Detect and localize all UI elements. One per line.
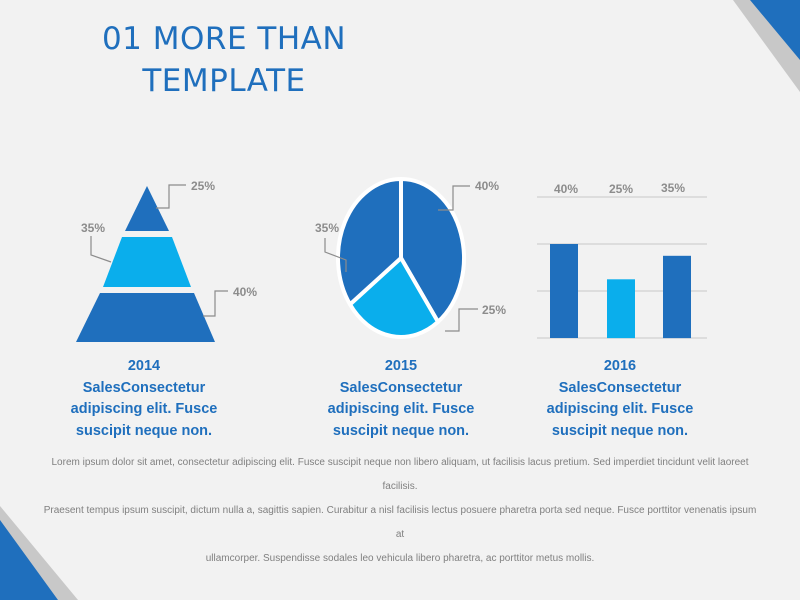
pyramid-label-middle: 35% [81, 221, 105, 235]
pyramid-label-bottom: 40% [233, 285, 257, 299]
caption-year: 2016 [603, 358, 637, 374]
pyramid-segment-bottom [76, 293, 215, 342]
title-line-2: TEMPLATE [142, 63, 306, 99]
title-line-1: 01 MORE THAN [101, 21, 347, 57]
pyramid-leader-bottom [203, 290, 228, 317]
pie-slice-25 [348, 256, 440, 339]
pie-leader-35 [324, 238, 347, 272]
caption-year: 2015 [384, 358, 418, 374]
caption-line: adipiscing elit. Fusce [70, 401, 218, 417]
body-line-1: Lorem ipsum dolor sit amet, consectetur … [51, 457, 749, 492]
body-line-3: ullamcorper. Suspendisse sodales leo veh… [205, 553, 595, 564]
bar-1 [550, 244, 578, 338]
pie-label-25: 25% [482, 303, 506, 317]
bar-3 [663, 255, 691, 339]
bars [550, 244, 691, 339]
pie-slices [335, 177, 466, 339]
caption-line: adipiscing elit. Fusce [327, 401, 475, 417]
body-line-2: Praesent tempus ipsum suscipit, dictum n… [43, 505, 757, 540]
pie-leader-25 [445, 308, 478, 332]
caption-line: SalesConsectetur [82, 379, 206, 396]
caption-line: suscipit neque non. [551, 422, 689, 439]
pie-slice-40 [399, 177, 466, 324]
bar-label-2: 25% [609, 182, 633, 196]
caption-line: suscipit neque non. [75, 422, 213, 439]
page-title: 01 MORE THAN TEMPLATE [64, 18, 384, 102]
pie-label-35: 35% [315, 221, 339, 235]
bar-label-3: 35% [661, 181, 685, 195]
pyramid-segment-top [125, 186, 169, 231]
pie-chart: 40% 35% 25% [315, 177, 506, 339]
pie-leader-40 [438, 185, 470, 211]
pyramid-segment-middle [103, 237, 191, 287]
bottom-left-corner-blue [0, 520, 58, 600]
caption-line: suscipit neque non. [332, 422, 470, 439]
caption-2014: 2014 SalesConsectetur adipiscing elit. F… [54, 356, 234, 442]
bar-chart: 40% 25% 35% [537, 181, 707, 339]
body-paragraph: Lorem ipsum dolor sit amet, consectetur … [40, 451, 760, 571]
caption-line: adipiscing elit. Fusce [546, 401, 694, 417]
bar-label-1: 40% [554, 182, 578, 196]
pyramid-chart: 25% 35% 40% [76, 179, 257, 342]
pyramid-leader-top [156, 184, 186, 209]
top-right-corner-blue [750, 0, 800, 60]
caption-line: SalesConsectetur [339, 379, 463, 396]
pie-slice-35 [335, 177, 403, 307]
caption-line: SalesConsectetur [558, 379, 682, 396]
caption-year: 2014 [127, 358, 161, 374]
pyramid-label-top: 25% [191, 179, 215, 193]
caption-2016: 2016 SalesConsectetur adipiscing elit. F… [530, 356, 710, 442]
bar-2 [607, 279, 635, 339]
caption-2015: 2015 SalesConsectetur adipiscing elit. F… [311, 356, 491, 442]
bottom-left-corner-grey [0, 506, 78, 600]
pie-label-40: 40% [475, 179, 499, 193]
pyramid-leader-middle [90, 236, 112, 263]
